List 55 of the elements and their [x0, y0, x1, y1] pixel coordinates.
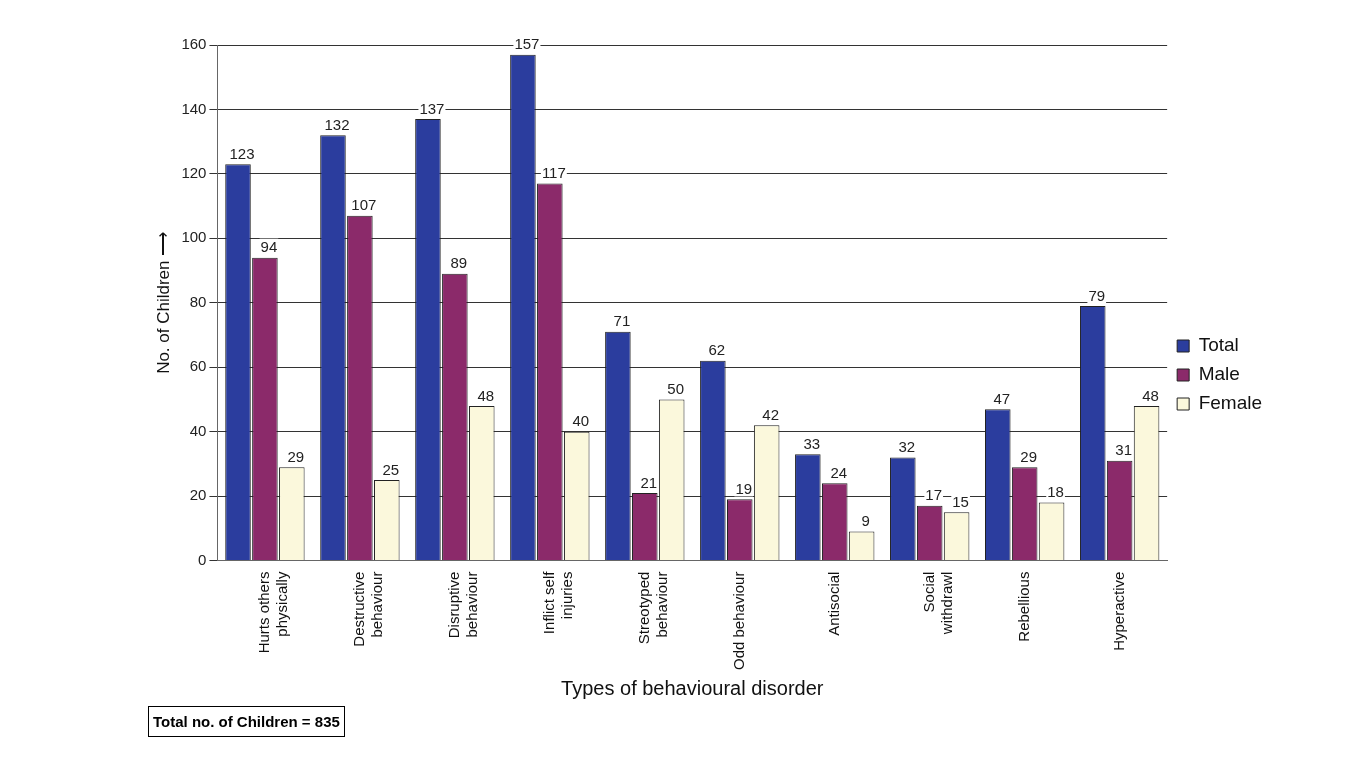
- x-tick-label: Destructive behaviour: [350, 571, 386, 647]
- data-label: 21: [640, 473, 658, 491]
- x-tick-label: Disruptive behaviour: [445, 571, 480, 639]
- x-tick-label: Streotyped behaviour: [634, 571, 670, 645]
- data-label: 132: [324, 115, 350, 133]
- data-label: 29: [287, 447, 305, 465]
- data-label: 42: [762, 405, 780, 423]
- x-tick-label: Inflict self injuries: [539, 570, 575, 635]
- y-tick-label: 100: [181, 228, 207, 246]
- x-axis-title: Types of behavioural disorder: [561, 676, 824, 699]
- data-label: 79: [1088, 286, 1106, 304]
- x-tick-label: Odd behaviour: [729, 571, 747, 671]
- y-axis-title: No. of Children ⟶: [153, 231, 173, 374]
- data-label: 48: [1142, 386, 1159, 404]
- data-label: 157: [514, 35, 540, 53]
- data-label: 94: [260, 238, 278, 256]
- data-label: 32: [898, 438, 916, 456]
- data-label: 31: [1115, 441, 1132, 459]
- data-label: 47: [993, 389, 1011, 407]
- legend-label: Female: [1198, 392, 1262, 414]
- data-label: 50: [667, 380, 685, 398]
- data-label: 9: [861, 512, 870, 530]
- y-tick-label: 20: [189, 486, 207, 504]
- data-label: 24: [830, 463, 848, 481]
- data-label: 71: [613, 312, 631, 330]
- x-tick-label: Rebellious: [1014, 571, 1032, 642]
- x-tick-label: Hurts others physically: [255, 571, 291, 654]
- data-label: 117: [541, 164, 566, 182]
- data-label: 18: [1047, 483, 1064, 501]
- data-label: 137: [419, 99, 445, 117]
- x-tick-label: Hyperactive: [1109, 571, 1127, 651]
- data-label: 15: [952, 492, 969, 510]
- data-label: 19: [735, 480, 753, 498]
- data-label: 29: [1020, 447, 1038, 465]
- legend-label: Male: [1198, 363, 1240, 385]
- y-tick-label: 40: [189, 421, 207, 439]
- x-tick-label: Social withdrawl: [919, 571, 955, 636]
- y-tick-label: 120: [181, 164, 207, 182]
- y-tick-label: 80: [189, 292, 207, 310]
- data-label: 62: [708, 341, 726, 359]
- y-tick-label: 160: [181, 35, 207, 53]
- text: Total no. of Children = 835: [148, 706, 345, 737]
- x-tick-label: Antisocial: [824, 571, 842, 636]
- y-tick-label: 140: [181, 99, 207, 117]
- data-label: 123: [229, 144, 255, 162]
- data-label: 48: [477, 386, 495, 404]
- data-label: 107: [351, 196, 377, 214]
- data-label: 17: [925, 486, 943, 504]
- legend-label: Total: [1198, 334, 1239, 356]
- data-label: 89: [450, 254, 468, 272]
- y-tick-label: 0: [198, 550, 207, 568]
- data-label: 33: [803, 434, 821, 452]
- y-tick-label: 60: [189, 357, 207, 375]
- data-label: 40: [572, 412, 590, 430]
- data-label: 25: [382, 460, 400, 478]
